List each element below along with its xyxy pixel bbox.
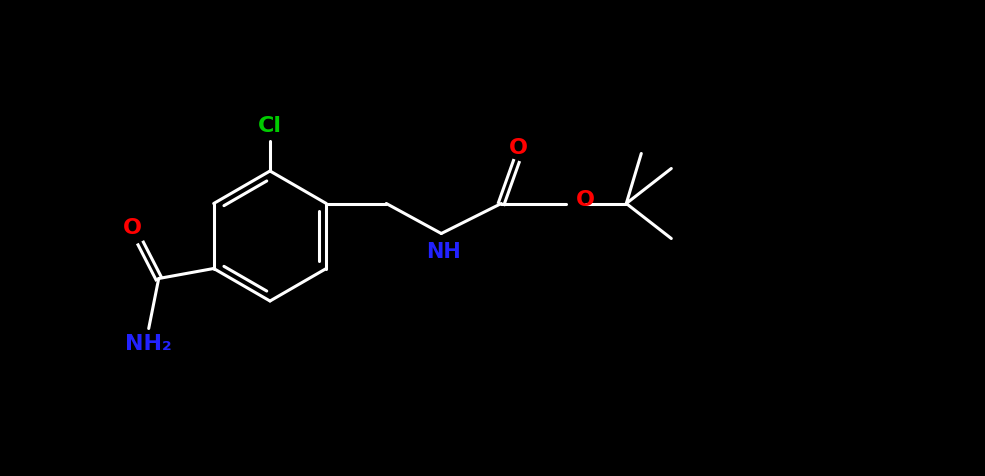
Text: NH: NH	[426, 241, 461, 261]
Text: NH₂: NH₂	[125, 334, 172, 354]
Text: O: O	[576, 190, 595, 210]
Text: O: O	[123, 218, 142, 238]
Text: Cl: Cl	[258, 116, 282, 136]
Text: O: O	[509, 138, 528, 158]
